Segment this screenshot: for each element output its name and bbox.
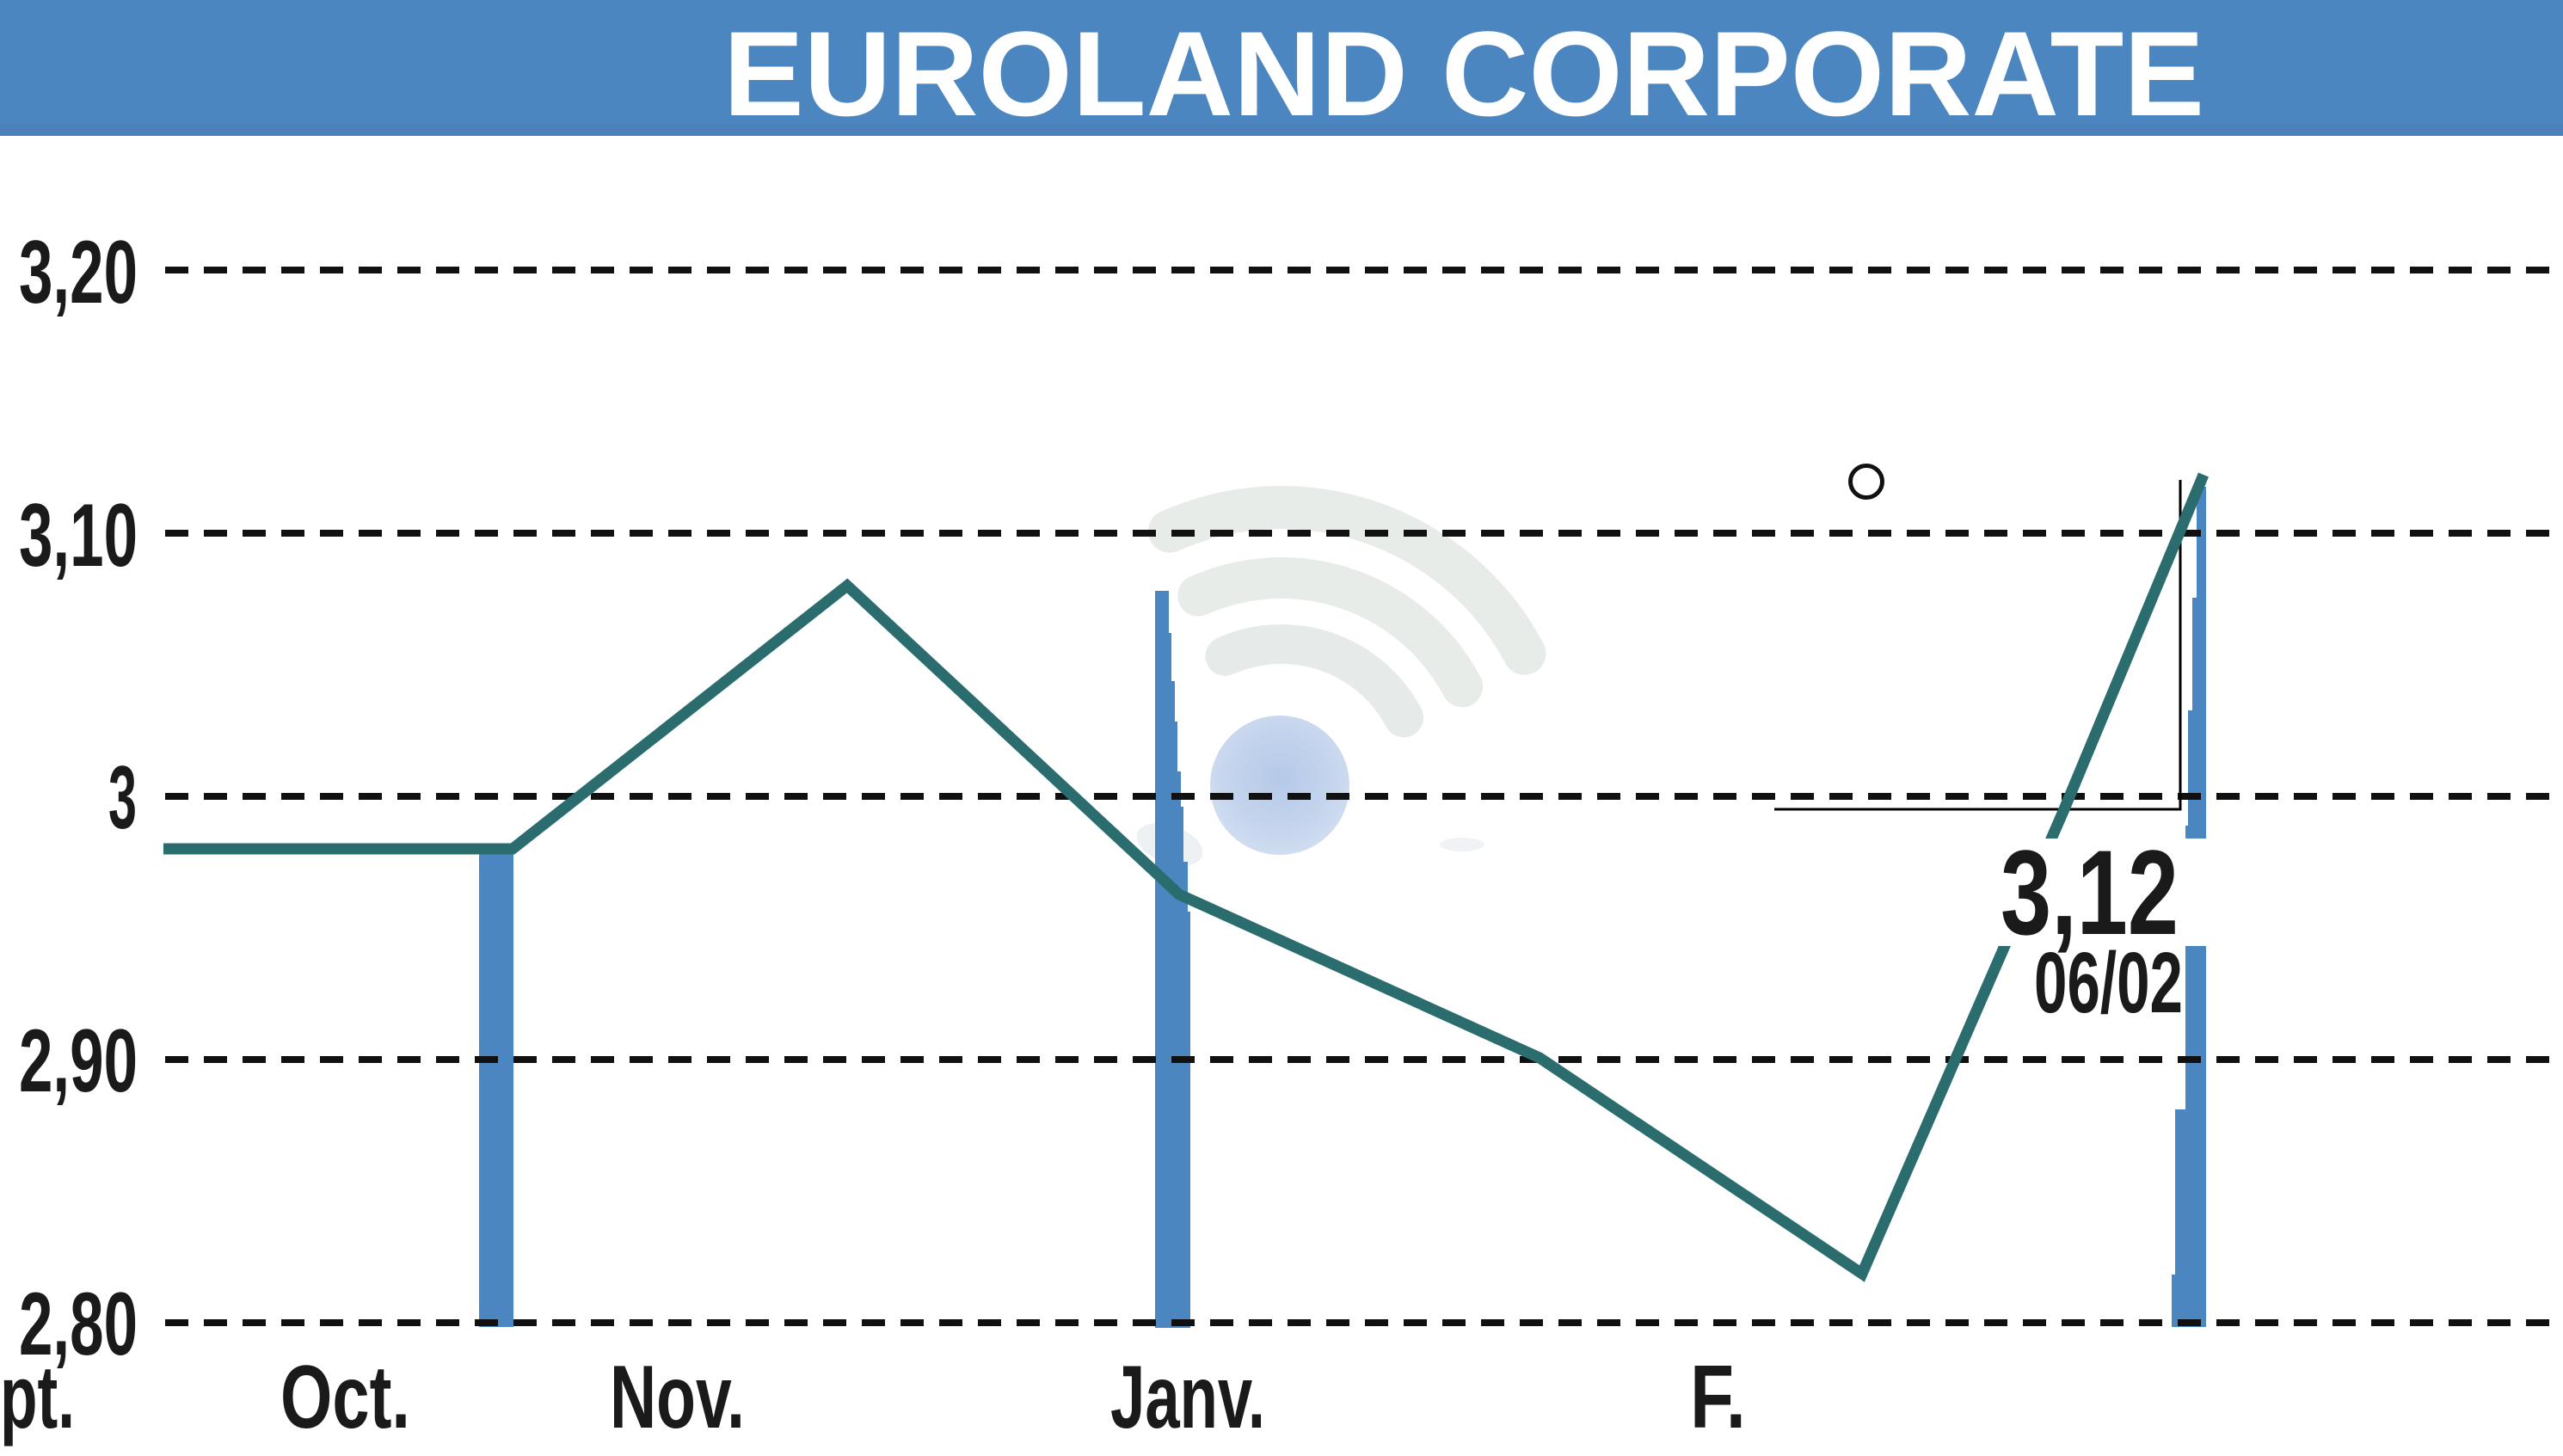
svg-text:06/02: 06/02 [2034,935,2183,1031]
svg-text:2,80: 2,80 [19,1275,138,1374]
svg-text:3,20: 3,20 [19,223,138,323]
svg-text:pt.: pt. [0,1348,75,1447]
svg-text:Oct.: Oct. [280,1348,410,1447]
svg-text:3,12: 3,12 [2001,825,2179,960]
svg-text:3,10: 3,10 [19,486,138,586]
svg-text:2,90: 2,90 [19,1011,138,1111]
svg-text:Janv.: Janv. [1110,1348,1265,1447]
svg-text:EUROLAND CORPORATE: EUROLAND CORPORATE [723,6,2204,141]
svg-text:3: 3 [108,748,137,848]
svg-text:Nov.: Nov. [610,1348,745,1447]
svg-text:F.: F. [1690,1348,1746,1447]
